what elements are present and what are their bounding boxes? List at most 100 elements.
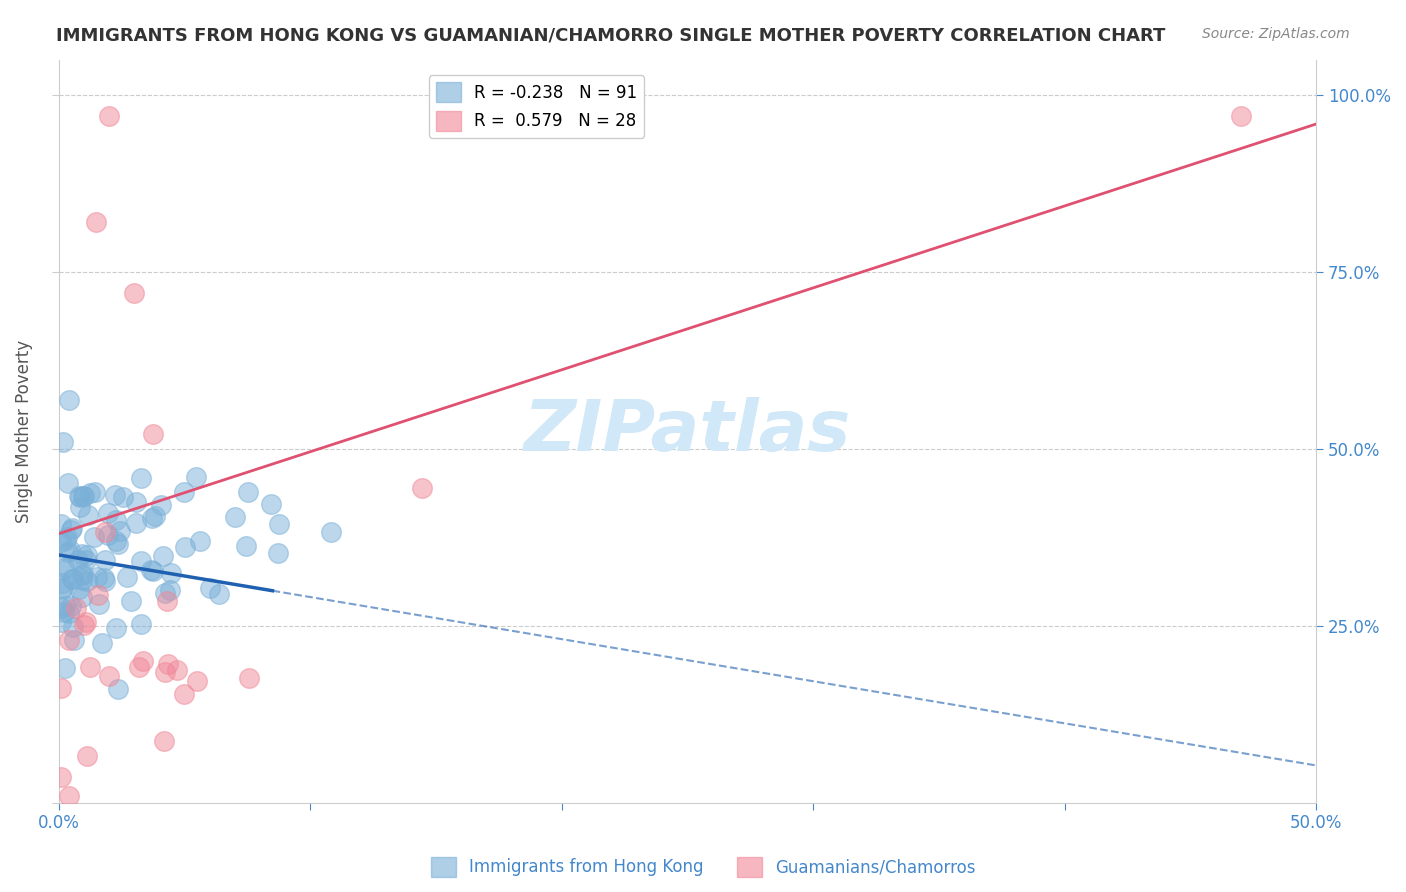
- Point: [129, 553, 152, 567]
- Point: [149, 499, 172, 513]
- Point: [238, 671, 260, 685]
- Point: [51, 681, 73, 695]
- Point: [125, 516, 148, 530]
- Legend: R = -0.238   N = 91, R =  0.579   N = 28: R = -0.238 N = 91, R = 0.579 N = 28: [429, 75, 644, 137]
- Point: [411, 481, 433, 495]
- Point: [141, 511, 163, 525]
- Point: [62, 633, 84, 648]
- Point: [1229, 109, 1251, 123]
- Point: [72, 567, 94, 582]
- Point: [105, 621, 128, 635]
- Point: [87, 588, 110, 602]
- Point: [111, 490, 134, 504]
- Point: [67, 582, 90, 597]
- Point: [90, 636, 112, 650]
- Point: [166, 663, 188, 677]
- Point: [86, 570, 108, 584]
- Point: [97, 528, 120, 542]
- Point: [184, 470, 207, 484]
- Point: [51, 581, 73, 595]
- Point: [87, 597, 110, 611]
- Point: [235, 539, 257, 553]
- Point: [145, 509, 167, 524]
- Point: [52, 560, 75, 574]
- Text: Source: ZipAtlas.com: Source: ZipAtlas.com: [1202, 27, 1350, 41]
- Point: [83, 530, 105, 544]
- Point: [59, 542, 82, 557]
- Point: [52, 605, 75, 619]
- Point: [75, 615, 97, 629]
- Point: [97, 669, 120, 683]
- Point: [55, 530, 77, 544]
- Point: [53, 661, 76, 675]
- Point: [153, 733, 176, 747]
- Point: [108, 524, 131, 538]
- Point: [93, 571, 115, 585]
- Point: [267, 516, 290, 531]
- Point: [104, 488, 127, 502]
- Point: [51, 535, 73, 549]
- Point: [236, 484, 259, 499]
- Point: [79, 486, 101, 500]
- Point: [51, 516, 73, 531]
- Point: [58, 392, 80, 407]
- Point: [62, 521, 84, 535]
- Point: [174, 540, 197, 554]
- Text: IMMIGRANTS FROM HONG KONG VS GUAMANIAN/CHAMORRO SINGLE MOTHER POVERTY CORRELATIO: IMMIGRANTS FROM HONG KONG VS GUAMANIAN/C…: [56, 27, 1166, 45]
- Point: [153, 665, 176, 680]
- Point: [188, 534, 211, 549]
- Point: [66, 553, 89, 567]
- Point: [122, 286, 145, 301]
- Point: [125, 495, 148, 509]
- Point: [107, 537, 129, 551]
- Point: [53, 599, 76, 614]
- Point: [208, 587, 231, 601]
- Point: [94, 552, 117, 566]
- Point: [60, 572, 83, 586]
- Point: [62, 572, 84, 586]
- Point: [131, 471, 153, 485]
- Point: [224, 509, 246, 524]
- Point: [141, 564, 163, 578]
- Point: [70, 547, 93, 561]
- Point: [67, 489, 90, 503]
- Point: [51, 615, 73, 629]
- Point: [128, 660, 150, 674]
- Point: [58, 789, 80, 803]
- Point: [76, 548, 98, 562]
- Point: [58, 632, 80, 647]
- Point: [94, 524, 117, 539]
- Point: [65, 600, 87, 615]
- Point: [69, 490, 91, 504]
- Point: [141, 563, 163, 577]
- Point: [58, 606, 80, 620]
- Point: [60, 523, 83, 537]
- Point: [75, 552, 97, 566]
- Point: [132, 654, 155, 668]
- Point: [186, 673, 208, 688]
- Point: [94, 574, 117, 588]
- Point: [98, 109, 121, 123]
- Point: [129, 616, 152, 631]
- Point: [62, 620, 84, 634]
- Point: [84, 485, 107, 500]
- Point: [173, 687, 195, 701]
- Point: [79, 659, 101, 673]
- Point: [52, 581, 75, 595]
- Point: [104, 512, 127, 526]
- Point: [157, 657, 180, 671]
- Point: [70, 574, 93, 588]
- Point: [160, 566, 183, 580]
- Point: [141, 426, 163, 441]
- Point: [70, 590, 93, 604]
- Point: [267, 546, 290, 560]
- Point: [159, 583, 181, 598]
- Point: [76, 749, 98, 764]
- Point: [120, 594, 142, 608]
- Point: [51, 771, 73, 785]
- Point: [198, 581, 221, 595]
- Legend: Immigrants from Hong Kong, Guamanians/Chamorros: Immigrants from Hong Kong, Guamanians/Ch…: [423, 850, 983, 884]
- Point: [155, 594, 177, 608]
- Point: [77, 508, 100, 522]
- Text: ZIPatlas: ZIPatlas: [524, 397, 851, 466]
